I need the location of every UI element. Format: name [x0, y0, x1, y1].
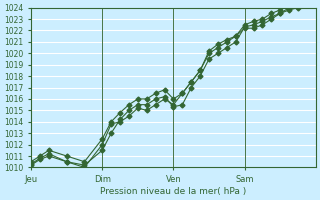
X-axis label: Pression niveau de la mer( hPa ): Pression niveau de la mer( hPa ) — [100, 187, 247, 196]
